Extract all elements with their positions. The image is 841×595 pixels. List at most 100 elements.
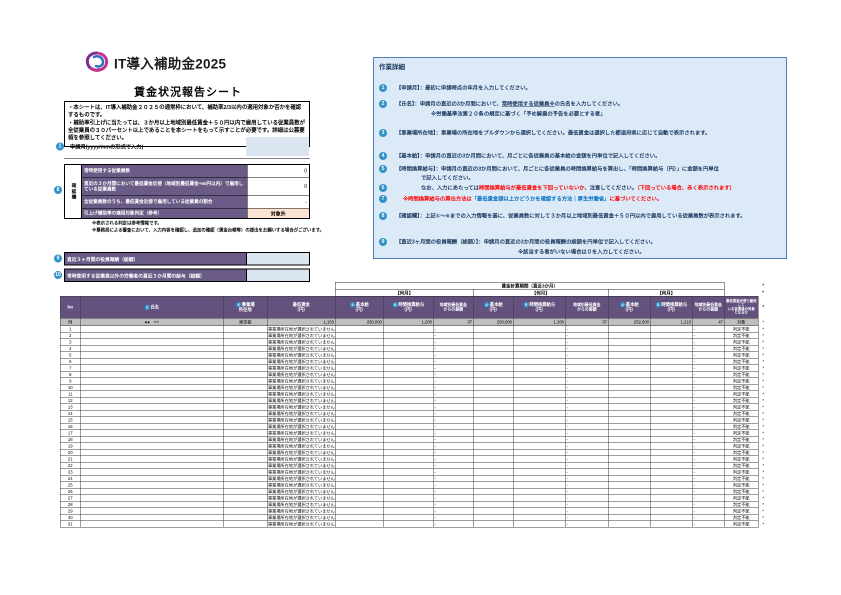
base-salary-input-cell[interactable] [473, 520, 514, 528]
month-group-header: 【何月】 [335, 289, 474, 297]
instruction-line: で記入してください。 [421, 175, 474, 181]
diff-cell: - [565, 520, 609, 528]
instruction-text: なお、入力にあたっては [421, 185, 479, 191]
table-row: 25 事業場所在地が選択されていません - - - 判定不能 * [60, 481, 768, 489]
instruction-text: 時間換算給与が最低賃金を下回っていないか [478, 185, 585, 191]
confirm-row-label: 常時使用する従業員数 [82, 165, 247, 177]
table-row: 26 事業場所在地が選択されていません - - - 判定不能 * [60, 488, 768, 495]
base-salary-input-cell[interactable] [608, 520, 651, 528]
min-wage-cell: 事業場所在地が選択されていません [267, 403, 336, 411]
required-mark: * [762, 333, 765, 338]
summary-input-cell[interactable] [246, 269, 309, 281]
min-wage-cell: 事業場所在地が選択されていません [267, 501, 336, 508]
location-select-cell[interactable] [223, 520, 268, 528]
instruction-circle-6: 6 [379, 184, 387, 192]
instruction-text: の氏名を入力してください。 [554, 101, 624, 107]
instruction-line: 【氏名】：申請月の直近の3か月間において、常時使用する従業員※の氏名を入力してく… [396, 101, 623, 107]
min-wage-cell: 事業場所在地が選択されていません [267, 345, 336, 352]
header-spacer [60, 289, 335, 296]
name-input-cell[interactable]: ●● ×× [80, 318, 224, 326]
row-number-cell: 例 [60, 318, 81, 326]
column-header: 4 基本給 （円） [335, 296, 384, 319]
hourly-wage-input-cell[interactable] [650, 520, 693, 528]
required-mark: * [762, 282, 765, 289]
base-salary-input-cell[interactable] [335, 520, 384, 528]
instruction-text: 【確認欄】：上記①～⑥までの入力情報を基に、従業員数に対して３か月以上地域別最低… [396, 213, 746, 219]
table-row: 20 事業場所在地が選択されていません - - - 判定不能 * [60, 449, 768, 456]
confirm-block-side-label: 確認欄 [65, 165, 82, 218]
instructions-panel: 作業詳細 1 【申請月】：最初に申請時点の年月を入力してください。 2 【氏名】：申請… [373, 57, 787, 259]
required-mark: * [762, 502, 765, 507]
column-number-circle: 4 [619, 302, 626, 308]
instruction-text: 【直近3ヶ月間の役員報酬（総額）】：申請月の直近の3か月間の役員報酬の総額を円単… [396, 239, 656, 245]
instruction-text: 【氏名】：申請月の直近の3か月間において、 [396, 101, 502, 107]
required-mark: * [762, 319, 765, 325]
required-mark: * [762, 430, 765, 436]
column-number-circle: 3 [235, 302, 242, 308]
min-wage-cell: 事業場所在地が選択されていません [267, 416, 336, 424]
instruction-circle-9: 9 [379, 238, 387, 246]
name-input-cell[interactable] [80, 520, 224, 528]
column-header: 地域別最低賃金 からの差額 [433, 296, 474, 319]
base-salary-input-cell[interactable]: 250,000 [335, 318, 384, 326]
page-title: 賃金状況報告シート [133, 85, 242, 99]
location-select-cell[interactable]: 東京都 [223, 318, 268, 326]
table-row: 1 事業場所在地が選択されていません - - - 判定不能 * [60, 325, 768, 333]
instruction-line: ※労働基準法第２０条の規定に基づく「予め解雇の予告を必要とする者」 [431, 111, 605, 117]
table-row: 28 事業場所在地が選択されていません - - - 判定不能 * [60, 501, 768, 508]
min-wage-cell: 事業場所在地が選択されていません [267, 410, 336, 417]
header-spacer [724, 282, 758, 289]
hourly-wage-input-cell[interactable] [383, 520, 434, 528]
computed-value-cell: - [247, 196, 309, 208]
column-header: 5 時間換算給与 （円） [650, 296, 693, 319]
required-mark: * [762, 289, 765, 296]
confirm-block: 確認欄 常時使用する従業員数 0 直近の３か月間において最低賃金近傍（地域別最低賃金… [64, 164, 310, 219]
hourly-wage-input-cell[interactable]: 1,210 [650, 318, 693, 326]
min-wage-cell: 事業場所在地が選択されていません [267, 397, 336, 404]
column-number-circle: 2 [144, 304, 150, 310]
instruction-text: 【申請月】：最初に申請時点の年月を入力してください。 [396, 85, 531, 91]
instruction-text: に基づいてください。 [609, 196, 663, 202]
required-mark: * [762, 378, 765, 384]
hourly-wage-input-cell[interactable]: 1,200 [383, 318, 434, 326]
judge-cell: 対象 [724, 318, 759, 326]
min-wage-cell: 事業場所在地が選択されていません [267, 384, 336, 391]
step-circle-8: 8 [54, 186, 62, 194]
hourly-wage-input-cell[interactable]: 1,200 [513, 318, 566, 326]
column-header: 地域別最低賃金 からの差額 [565, 296, 609, 319]
instruction-circle-5: 5 [379, 165, 387, 173]
min-wage-cell: 事業場所在地が選択されていません [267, 442, 336, 450]
required-mark: * [762, 359, 765, 364]
month-group-header: 【何月】 [608, 289, 725, 297]
base-salary-input-cell[interactable]: 250,000 [473, 318, 514, 326]
confirm-row: 引上げ補助率の適用対象判定（参考） 対象外 [82, 208, 309, 218]
instruction-text: で記入してください。 [421, 175, 474, 181]
table-row: 14 事業場所在地が選択されていません - - - 判定不能 * [60, 410, 768, 417]
summary-input-cell[interactable] [246, 253, 309, 265]
table-row: 11 事業場所在地が選択されていません - - - 判定不能 * [60, 390, 768, 398]
diff-cell: 47 [692, 318, 725, 326]
required-mark: * [762, 482, 765, 488]
column-number-circle: 5 [523, 302, 529, 308]
instruction-text: （下回っている場合、赤く表示されます） [637, 185, 735, 191]
instruction-text: ※時間換算給与の算出方法は [403, 196, 472, 202]
confirm-block-rows: 常時使用する従業員数 0 直近の３か月間において最低賃金近傍（地域別最低賃金+50円… [82, 165, 309, 218]
column-header: 4 基本給 （円） [473, 296, 514, 319]
instructions-title: 作業詳細 [379, 63, 406, 71]
notes: ※表示される判定は参考情報です。 ※事務局による審査において、入力内容を確認し、… [92, 220, 324, 234]
required-mark: * [762, 515, 765, 520]
table-row: 16 事業場所在地が選択されていません - - - 判定不能 * [60, 423, 768, 430]
column-header: 最低賃金近傍で雇用して いる従業員の対象 となるか [724, 296, 759, 319]
base-salary-input-cell[interactable]: 252,000 [608, 318, 651, 326]
min-wage-cell: 事業場所在地が選択されていません [267, 371, 336, 378]
row-number-cell: 31 [60, 520, 81, 528]
table-header-row: 賃金計算期間（直近3か月） * [60, 282, 768, 290]
required-mark: * [762, 437, 765, 442]
min-wage-cell: 1,163 [267, 318, 336, 326]
table-row: 8 事業場所在地が選択されていません - - - 判定不能 * [60, 371, 768, 378]
step-circle-10: 10 [54, 271, 62, 279]
application-month-input[interactable] [246, 137, 309, 156]
instruction-line: 【申請月】：最初に申請時点の年月を入力してください。 [396, 85, 531, 91]
min-wage-cell: 事業場所在地が選択されていません [267, 423, 336, 430]
hourly-wage-input-cell[interactable] [513, 520, 566, 528]
